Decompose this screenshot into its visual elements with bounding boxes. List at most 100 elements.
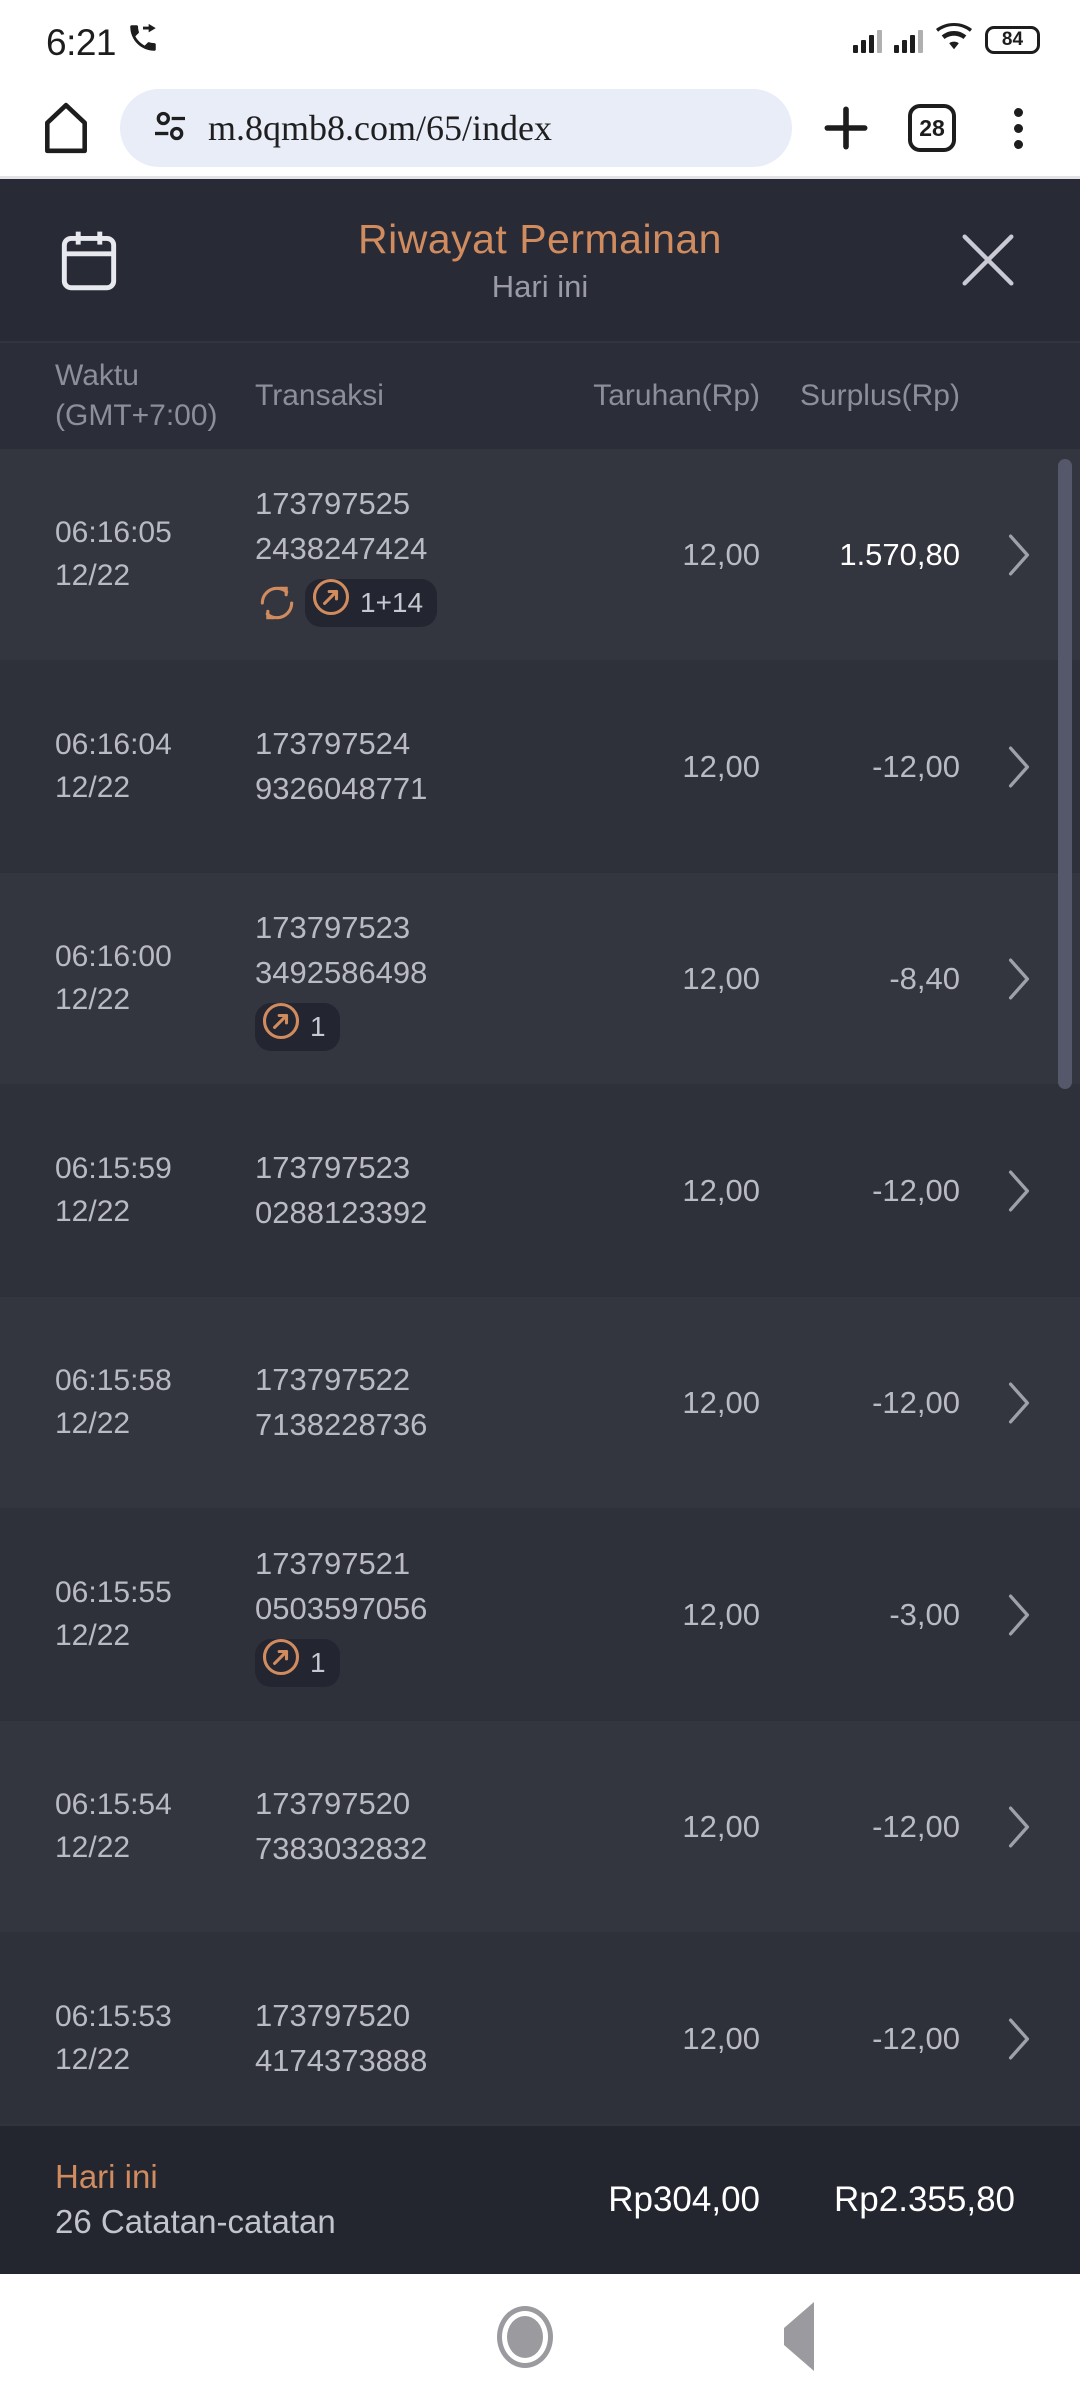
summary-period-label: Hari ini bbox=[55, 2158, 158, 2196]
row-transaction-id-line1: 173797520 bbox=[255, 1786, 411, 1822]
signal-bars-icon bbox=[853, 27, 882, 53]
tab-switcher-button[interactable]: 28 bbox=[900, 96, 964, 160]
status-bar: 6:21 84 bbox=[0, 0, 1080, 80]
tab-count: 28 bbox=[908, 104, 956, 152]
row-time: 06:16:05 12/22 bbox=[0, 512, 255, 597]
battery-indicator: 84 bbox=[985, 26, 1040, 54]
site-settings-icon[interactable] bbox=[150, 106, 190, 151]
chevron-right-icon[interactable] bbox=[1006, 532, 1032, 578]
row-time-value: 06:15:53 bbox=[55, 1999, 172, 2033]
row-transaction-id-line1: 173797524 bbox=[255, 726, 411, 762]
row-time-value: 06:16:00 bbox=[55, 939, 172, 973]
home-icon[interactable] bbox=[34, 96, 98, 160]
table-row[interactable]: 06:15:54 12/22 173797520 7383032832 12,00 -12… bbox=[0, 1721, 1080, 1933]
table-row[interactable]: 06:15:59 12/22 173797523 0288123392 12,00 -12… bbox=[0, 1085, 1080, 1297]
table-column-headers: Waktu (GMT+7:00) Transaksi Taruhan(Rp) S… bbox=[0, 341, 1080, 449]
row-badges: 1 bbox=[255, 1638, 505, 1687]
chevron-right-icon[interactable] bbox=[1006, 2016, 1032, 2062]
summary-record-count: 26 Catatan-catatan bbox=[55, 2203, 336, 2240]
row-badge-pill: 1 bbox=[255, 1638, 340, 1687]
row-transaction: 173797520 7383032832 bbox=[255, 1782, 505, 1870]
status-bar-right: 84 bbox=[853, 22, 1040, 58]
row-time: 06:16:00 12/22 bbox=[0, 936, 255, 1021]
row-date-value: 12/22 bbox=[55, 1830, 131, 1864]
triangle-back-icon[interactable] bbox=[784, 2302, 815, 2371]
table-row[interactable]: 06:16:04 12/22 173797524 9326048771 12,00 -12… bbox=[0, 661, 1080, 873]
row-bet-amount: 12,00 bbox=[682, 960, 760, 996]
row-time: 06:15:54 12/22 bbox=[0, 1784, 255, 1869]
android-nav-bar bbox=[0, 2274, 1080, 2400]
row-bet-amount: 12,00 bbox=[682, 1172, 760, 1208]
row-surplus-amount: -12,00 bbox=[872, 1384, 960, 1420]
row-surplus-amount: -12,00 bbox=[872, 1808, 960, 1844]
summary-total-bet: Rp304,00 bbox=[608, 2180, 760, 2219]
table-row[interactable]: 06:15:53 12/22 173797520 4174373888 12,00 -12… bbox=[0, 1933, 1080, 2124]
row-time: 06:15:53 12/22 bbox=[0, 1996, 255, 2081]
refresh-cycle-icon bbox=[255, 581, 299, 625]
chevron-right-icon[interactable] bbox=[1006, 744, 1032, 790]
row-transaction-id-line1: 173797522 bbox=[255, 1362, 411, 1398]
panel-header: Riwayat Permainan Hari ini bbox=[0, 179, 1080, 341]
table-row[interactable]: 06:15:58 12/22 173797522 7138228736 12,00 -12… bbox=[0, 1297, 1080, 1509]
row-transaction-id-line1: 173797523 bbox=[255, 910, 411, 946]
row-date-value: 12/22 bbox=[55, 2042, 131, 2076]
row-transaction-id-line2: 4174373888 bbox=[255, 2042, 428, 2078]
row-transaction-id-line2: 7383032832 bbox=[255, 1830, 428, 1866]
row-time-value: 06:15:59 bbox=[55, 1151, 172, 1185]
row-transaction: 173797523 0288123392 bbox=[255, 1146, 505, 1234]
status-bar-left: 6:21 bbox=[46, 20, 160, 61]
panel-header-titles: Riwayat Permainan Hari ini bbox=[0, 216, 1080, 305]
chevron-right-icon[interactable] bbox=[1006, 1592, 1032, 1638]
row-surplus-amount: -12,00 bbox=[872, 748, 960, 784]
row-surplus-amount: -12,00 bbox=[872, 2020, 960, 2056]
row-time: 06:16:04 12/22 bbox=[0, 724, 255, 809]
row-time-value: 06:15:58 bbox=[55, 1363, 172, 1397]
row-date-value: 12/22 bbox=[55, 982, 131, 1016]
url-text[interactable]: m.8qmb8.com/65/index bbox=[208, 108, 552, 148]
row-badge-count: 1 bbox=[310, 1646, 326, 1678]
plus-icon[interactable] bbox=[814, 96, 878, 160]
row-transaction: 173797525 2438247424 1+14 bbox=[255, 482, 505, 627]
row-time-value: 06:15:54 bbox=[55, 1787, 172, 1821]
chevron-right-icon[interactable] bbox=[1006, 956, 1032, 1002]
row-bet-amount: 12,00 bbox=[682, 536, 760, 572]
summary-footer: Hari ini 26 Catatan-catatan Rp304,00 Rp2… bbox=[0, 2124, 1080, 2274]
row-transaction-id-line1: 173797525 bbox=[255, 486, 411, 522]
row-surplus-amount: -12,00 bbox=[872, 1172, 960, 1208]
chevron-right-icon[interactable] bbox=[1006, 1168, 1032, 1214]
close-icon[interactable] bbox=[948, 220, 1028, 300]
row-bet-amount: 12,00 bbox=[682, 2020, 760, 2056]
row-badge-pill: 1+14 bbox=[305, 578, 438, 627]
summary-total-surplus: Rp2.355,80 bbox=[834, 2180, 1015, 2219]
row-transaction-id-line2: 9326048771 bbox=[255, 770, 428, 806]
battery-level: 84 bbox=[1001, 29, 1024, 50]
browser-toolbar: m.8qmb8.com/65/index 28 bbox=[0, 80, 1080, 176]
circle-home-icon[interactable] bbox=[496, 2306, 553, 2368]
row-time-value: 06:15:55 bbox=[55, 1575, 172, 1609]
chevron-right-icon[interactable] bbox=[1006, 1804, 1032, 1850]
transaction-list[interactable]: 06:16:05 12/22 173797525 2438247424 1+14 12,0… bbox=[0, 449, 1080, 2124]
calendar-icon[interactable] bbox=[52, 223, 126, 297]
row-surplus-amount: -3,00 bbox=[889, 1596, 960, 1632]
row-transaction-id-line2: 2438247424 bbox=[255, 530, 428, 566]
table-row[interactable]: 06:16:05 12/22 173797525 2438247424 1+14 12,0… bbox=[0, 449, 1080, 661]
column-header-taruhan: Taruhan(Rp) bbox=[593, 379, 760, 412]
row-time: 06:15:59 12/22 bbox=[0, 1148, 255, 1233]
row-transaction: 173797524 9326048771 bbox=[255, 722, 505, 810]
more-vertical-icon[interactable] bbox=[986, 96, 1050, 160]
row-transaction: 173797520 4174373888 bbox=[255, 1994, 505, 2082]
scrollbar-thumb[interactable] bbox=[1058, 459, 1072, 1089]
row-time-value: 06:16:04 bbox=[55, 727, 172, 761]
row-transaction-id-line1: 173797521 bbox=[255, 1546, 411, 1582]
call-forward-icon bbox=[126, 20, 160, 61]
chevron-right-icon[interactable] bbox=[1006, 1380, 1032, 1426]
circle-arrow-icon bbox=[259, 999, 303, 1055]
row-time-value: 06:16:05 bbox=[55, 515, 172, 549]
address-bar[interactable]: m.8qmb8.com/65/index bbox=[120, 89, 792, 167]
table-row[interactable]: 06:16:00 12/22 173797523 3492586498 1 12,00 -8… bbox=[0, 873, 1080, 1085]
column-header-waktu: Waktu (GMT+7:00) bbox=[0, 356, 255, 437]
row-date-value: 12/22 bbox=[55, 770, 131, 804]
row-badge-pill: 1 bbox=[255, 1002, 340, 1051]
circle-arrow-icon bbox=[259, 1635, 303, 1691]
table-row[interactable]: 06:15:55 12/22 173797521 0503597056 1 12,00 -3… bbox=[0, 1509, 1080, 1721]
